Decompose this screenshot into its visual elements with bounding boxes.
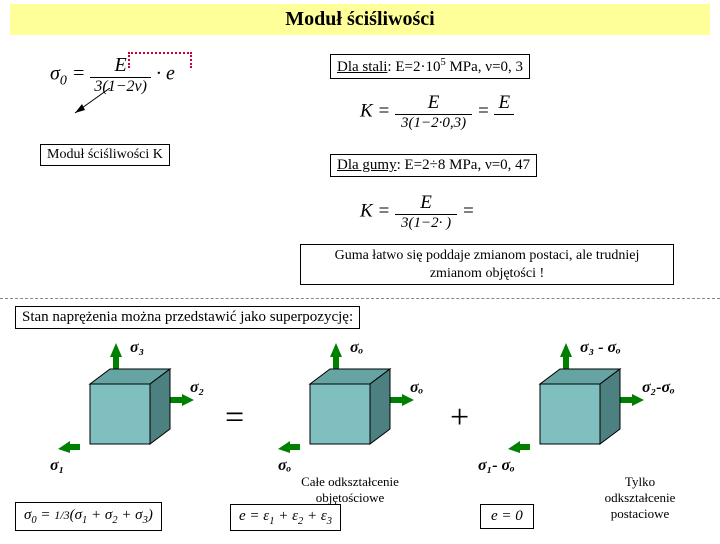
dashed-highlight — [128, 52, 192, 68]
sigma1mo-label: σ₁- σₒ — [478, 457, 515, 475]
superposition-box: Stan naprężenia można przedstawić jako s… — [15, 306, 360, 329]
sigma2-label: σ₂ — [190, 379, 204, 397]
rubber-note: Guma łatwo się poddaje zmianom postaci, … — [300, 244, 674, 285]
sigmao-right: σₒ — [410, 379, 423, 397]
rubber-box: Dla gumy: E=2÷8 MPa, ν=0, 47 — [330, 154, 537, 177]
sigmao-left: σₒ — [278, 457, 291, 475]
divider — [0, 298, 720, 299]
cube-2: σₒ σₒ σₒ — [260, 339, 420, 484]
arrow-to-label — [70, 88, 130, 118]
steel-box: Dla stali: E=2·105 MPa, ν=0, 3 — [330, 54, 530, 79]
sigmao-top: σₒ — [350, 339, 363, 357]
sigma3-label: σ₃ — [130, 339, 144, 357]
steel-rest: MPa, ν=0, 3 — [446, 59, 523, 75]
plus-op: + — [450, 399, 469, 437]
e-sum: e = ε1 + ε2 + ε3 — [230, 504, 341, 531]
caption-dev: Tylko odkształcenie postaciowe — [590, 474, 690, 522]
sigma0-avg: σ0 = 1/3(σ1 + σ2 + σ3) — [15, 502, 162, 531]
k-steel-formula: K = E 3(1−2·0,3) = E — [360, 92, 514, 132]
title-bar: Moduł ściśliwości — [10, 4, 710, 35]
cube-3: σ₃ - σₒ σ₂-σₒ σ₁- σₒ — [490, 339, 670, 484]
cube-1: σ₃ σ₂ σ₁ — [40, 339, 200, 484]
sigma2mo-label: σ₂-σₒ — [642, 379, 675, 397]
modk-box: Moduł ściśliwości K — [40, 144, 170, 166]
e-zero: e = 0 — [480, 504, 534, 529]
equals-op: = — [225, 399, 244, 437]
k-rubber-formula: K = E 3(1−2· ) = — [360, 192, 475, 232]
steel-underline: Dla stali — [337, 59, 387, 75]
rubber-underline: Dla gumy — [337, 157, 397, 173]
sigma3mo-label: σ₃ - σₒ — [580, 339, 621, 357]
sigma1-label: σ₁ — [50, 457, 64, 475]
caption-vol: Całe odkształcenie objętościowe — [300, 474, 400, 506]
